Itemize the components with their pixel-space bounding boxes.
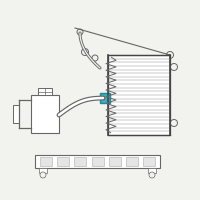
Bar (31, 95, 59, 133)
Bar (35, 155, 160, 168)
Bar (148, 168, 156, 173)
Bar (38, 88, 52, 95)
Circle shape (82, 48, 88, 55)
Bar (57, 157, 69, 166)
Circle shape (92, 55, 98, 61)
Bar (143, 157, 155, 166)
Circle shape (170, 64, 178, 71)
Bar (39, 168, 47, 173)
Bar (109, 157, 121, 166)
Circle shape (40, 172, 46, 178)
Bar (13, 105, 19, 123)
Circle shape (170, 119, 178, 127)
Bar (92, 157, 104, 166)
Circle shape (166, 51, 174, 58)
Circle shape (77, 29, 83, 35)
Bar (74, 157, 86, 166)
Bar (100, 93, 110, 103)
Bar (126, 157, 138, 166)
Bar (40, 157, 52, 166)
Bar (108, 55, 170, 135)
Circle shape (149, 172, 155, 178)
